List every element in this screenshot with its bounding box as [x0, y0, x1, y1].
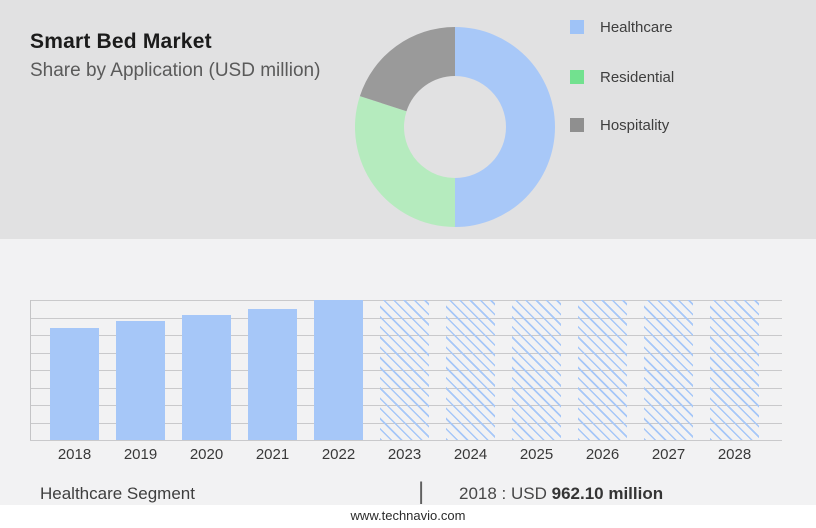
bar-2023-forecast: [380, 300, 429, 440]
x-tick-label-2019: 2019: [123, 446, 158, 463]
donut-slice-hospitality: [359, 27, 455, 112]
website-link[interactable]: www.technavio.com: [350, 508, 466, 523]
bar-2020: [182, 315, 231, 440]
x-tick-label-2025: 2025: [519, 446, 554, 463]
top-panel: Smart Bed Market Share by Application (U…: [0, 0, 816, 239]
legend-swatch-hospitality: [570, 118, 584, 132]
bar-2021: [248, 309, 297, 440]
legend-label: Hospitality: [600, 116, 670, 134]
bar-2019: [116, 321, 165, 440]
legend-swatch-healthcare: [570, 20, 584, 34]
bar-2026-forecast: [578, 300, 627, 440]
x-tick-label-2023: 2023: [387, 446, 422, 463]
legend-item-residential: Residential: [570, 68, 675, 86]
x-tick-label-2022: 2022: [321, 446, 356, 463]
bar-2022: [314, 300, 363, 440]
y-axis-line: [30, 300, 31, 440]
gridline: [30, 405, 782, 406]
donut-chart: [355, 27, 555, 227]
footer-strip: [0, 505, 816, 528]
segment-caption: Healthcare Segment: [40, 484, 195, 503]
gridline: [30, 352, 782, 354]
donut-slice-residential: [355, 96, 455, 227]
x-tick-label-2024: 2024: [453, 446, 488, 463]
gridline: [30, 335, 782, 336]
x-tick-label-2026: 2026: [585, 446, 620, 463]
x-axis-line: [30, 440, 782, 441]
x-tick-label-2027: 2027: [651, 446, 686, 463]
gridline: [30, 300, 782, 301]
page-title: Smart Bed Market: [30, 30, 212, 53]
gridline: [30, 387, 782, 389]
bar-2018: [50, 328, 99, 440]
x-tick-label-2020: 2020: [189, 446, 224, 463]
donut-slice-healthcare: [455, 27, 555, 227]
legend-label: Healthcare: [600, 18, 673, 36]
page-subtitle: Share by Application (USD million): [30, 60, 321, 81]
gridline: [30, 370, 782, 371]
bar-2024-forecast: [446, 300, 495, 440]
stat-value: 962.10 million: [551, 484, 664, 503]
legend-swatch-residential: [570, 70, 584, 84]
legend-item-healthcare: Healthcare: [570, 18, 673, 36]
bar-2025-forecast: [512, 300, 561, 440]
gridline: [30, 422, 782, 424]
separator: |: [418, 478, 425, 505]
x-tick-label-2028: 2028: [717, 446, 752, 463]
x-tick-label-2021: 2021: [255, 446, 290, 463]
stat-text: 2018 : USD 962.10 million: [459, 484, 663, 504]
bar-2028-forecast: [710, 300, 759, 440]
legend-item-hospitality: Hospitality: [570, 116, 670, 134]
gridline: [30, 317, 782, 319]
x-tick-label-2018: 2018: [57, 446, 92, 463]
legend-label: Residential: [600, 68, 675, 86]
stat-prefix: 2018 : USD: [459, 484, 547, 503]
bar-2027-forecast: [644, 300, 693, 440]
